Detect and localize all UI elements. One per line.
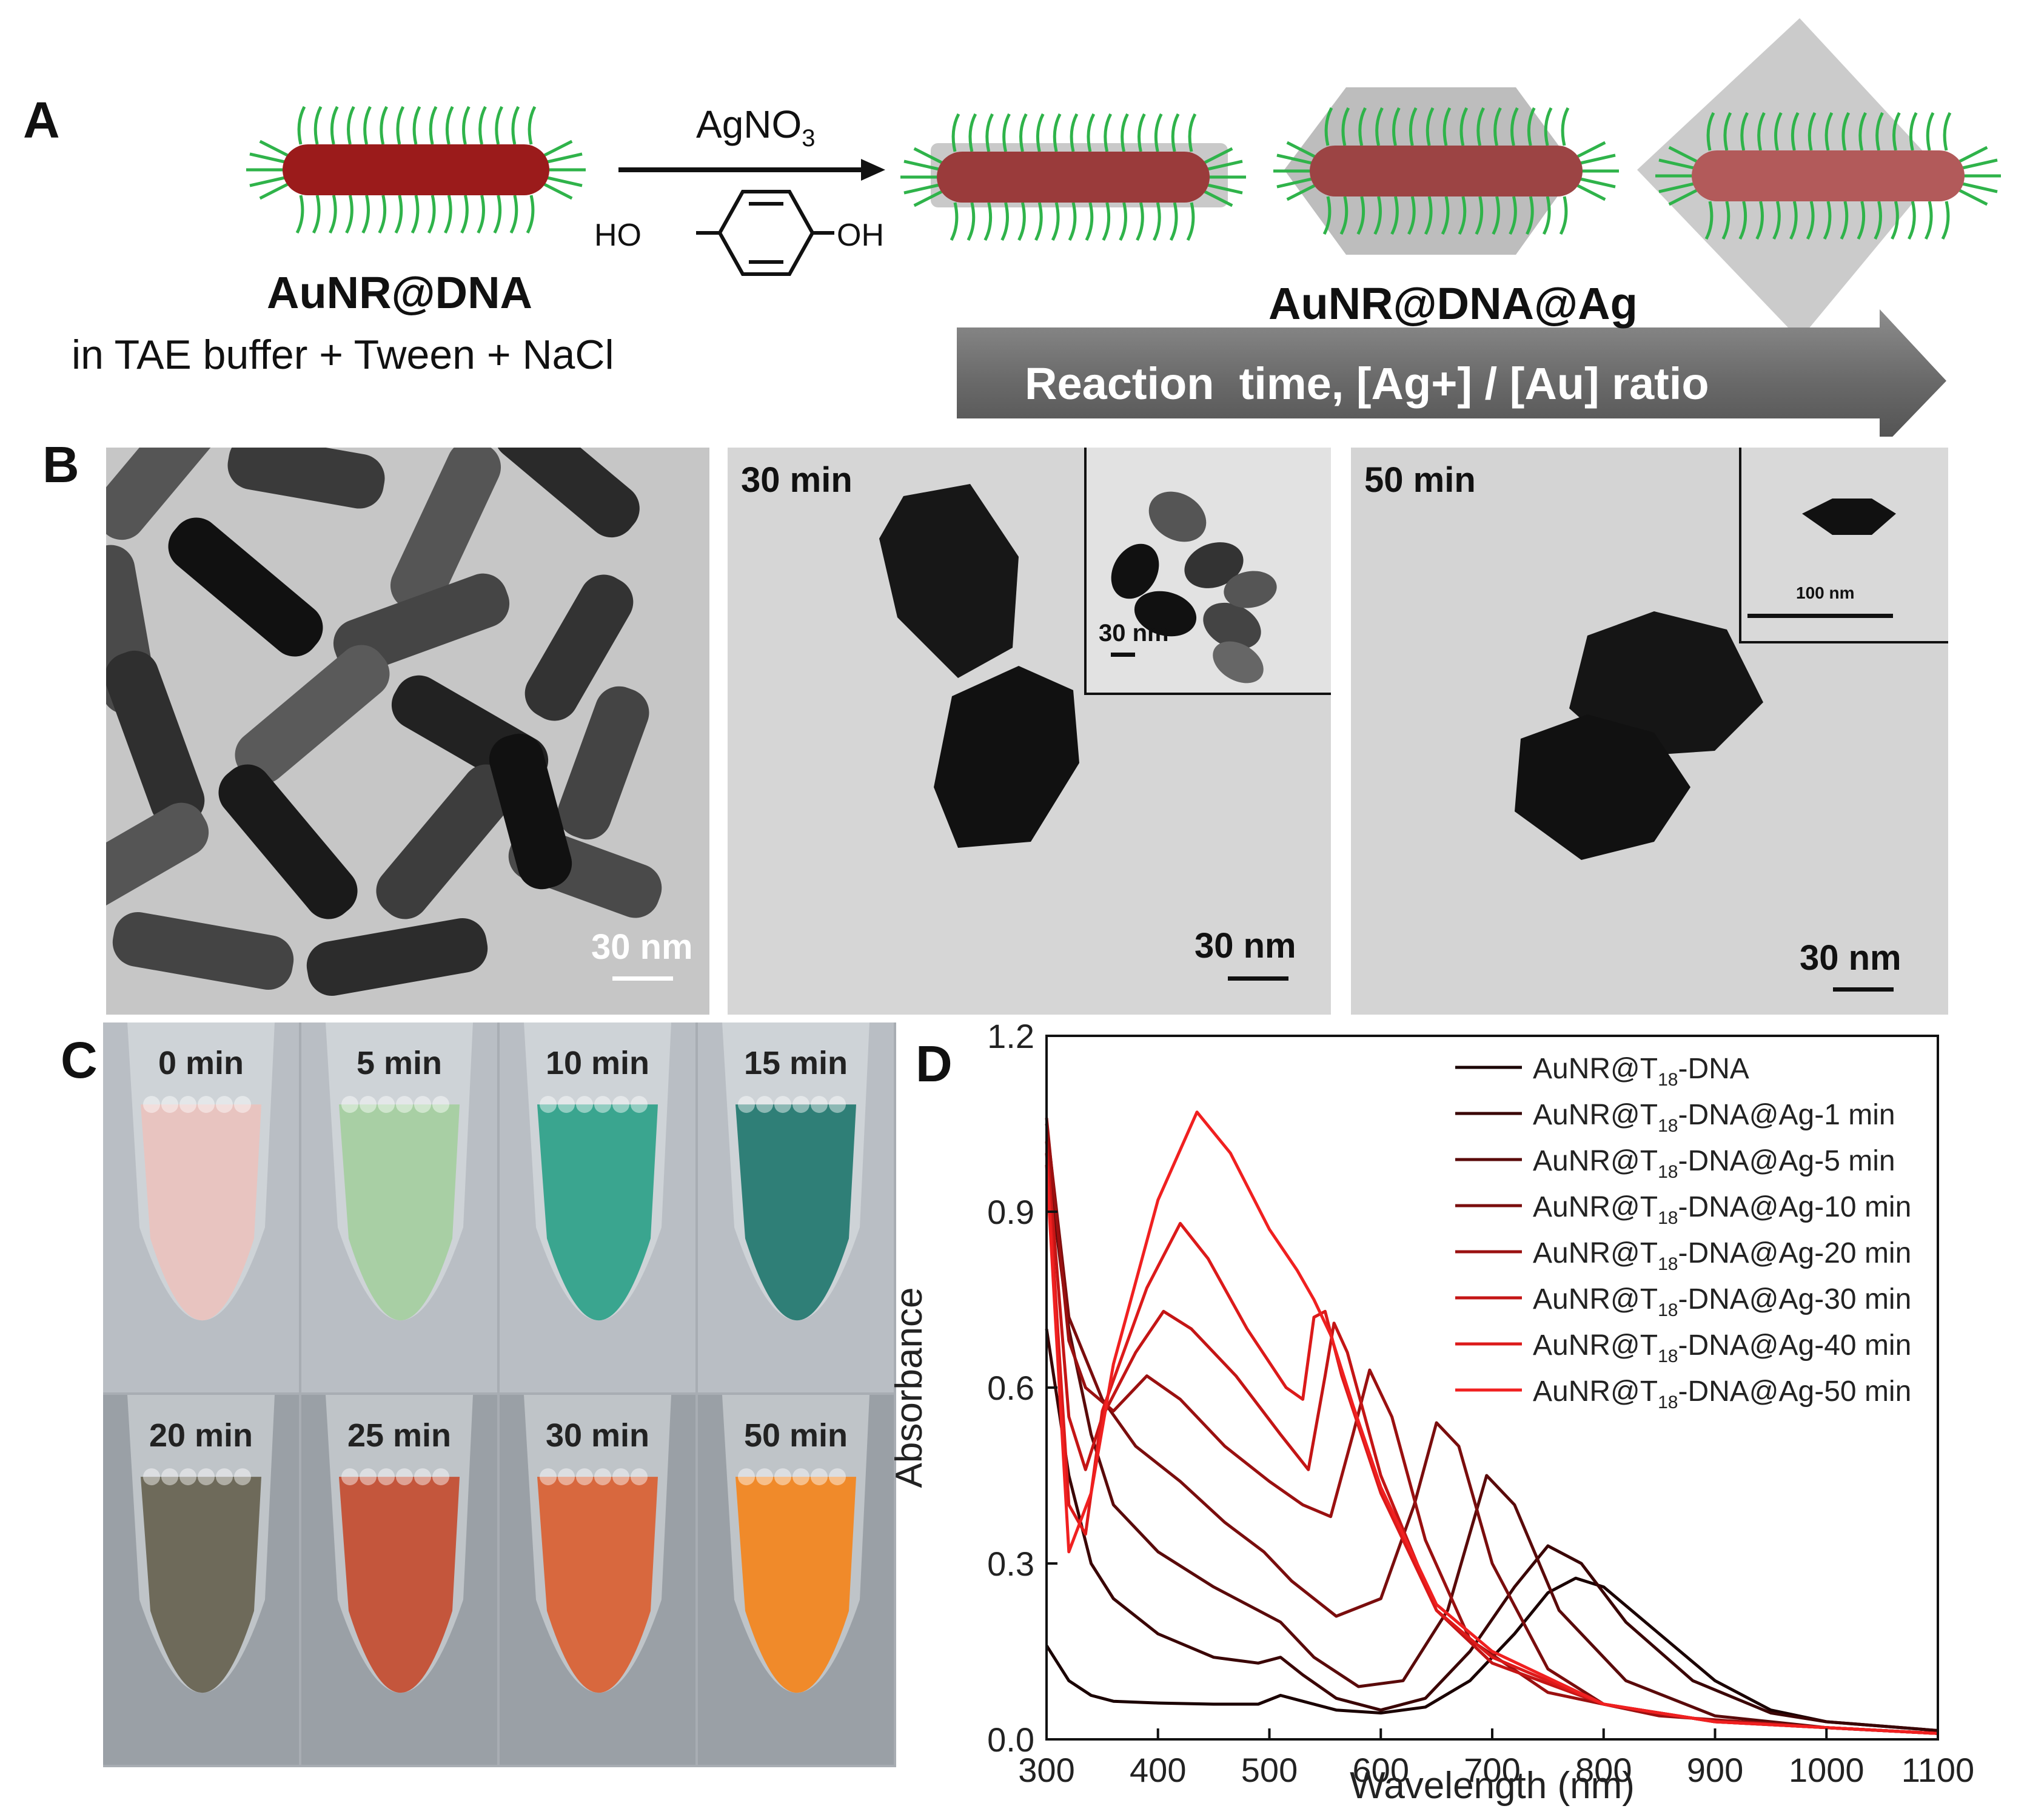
vial-drawing [722, 1022, 869, 1321]
vial-cell: 0 min [103, 1022, 299, 1392]
vial-cell: 30 min [500, 1395, 695, 1765]
hydroquinone-structure [696, 190, 834, 276]
gold-nanorod-1 [283, 144, 549, 195]
x-tick-label: 700 [1464, 1751, 1520, 1789]
legend-label: AuNR@T18-DNA@Ag-50 min [1533, 1375, 1911, 1412]
x-tick-label: 300 [1018, 1751, 1074, 1789]
series-line [1045, 1152, 1938, 1735]
x-tick-label: 1100 [1901, 1751, 1974, 1789]
dna-strands [246, 106, 2001, 241]
vial-cell: 15 min [698, 1022, 894, 1392]
y-axis-label: Absorbance [888, 1288, 930, 1488]
scale-label-2: 30 nm [1194, 926, 1296, 965]
absorbance-chart: 300 400 500 600 700 800 900 1000 1100 0.0 0.3 0.6 0.… [888, 1019, 1974, 1807]
progress-arrow-text: Reaction time, [Ag+] / [Au] ratio [1025, 358, 1709, 409]
inset-scale-label-50: 100 nm [1796, 583, 1855, 602]
series-line [1045, 1153, 1938, 1735]
vial-time-label: 0 min [158, 1045, 244, 1081]
inset-30min: 30 nm [1084, 448, 1331, 695]
vial-drawing [127, 1022, 275, 1321]
progress-arrow [957, 309, 1946, 437]
vial-cell: 10 min [500, 1022, 695, 1392]
vial-drawing [722, 1395, 869, 1693]
bipyramid-particles-30 [879, 484, 1079, 848]
y-tick-label: 0.6 [987, 1369, 1034, 1407]
vial-time-label: 30 min [545, 1417, 650, 1454]
series-line [1045, 1328, 1938, 1732]
legend-label: AuNR@T18-DNA@Ag-5 min [1533, 1145, 1895, 1182]
inset-scale-label-30: 30 nm [1099, 620, 1169, 646]
x-axis-label: Wavelength (nm) [1350, 1765, 1635, 1807]
vial-cell: 5 min [301, 1022, 497, 1392]
panel-label-a: A [23, 92, 60, 149]
bipyramid-particles-50 [1515, 611, 1763, 860]
scale-label-3: 30 nm [1800, 938, 1901, 978]
vial-drawing [127, 1395, 275, 1693]
time-label-50: 50 min [1364, 460, 1476, 500]
vial-cell: 20 min [103, 1395, 299, 1765]
vial-time-label: 10 min [545, 1045, 650, 1081]
legend-label: AuNR@T18-DNA@Ag-10 min [1533, 1191, 1911, 1228]
y-tick-label: 0.9 [987, 1193, 1034, 1231]
tem-image-50min: 50 min 100 nm 30 nm [1351, 448, 1948, 1015]
vial-time-label: 20 min [149, 1417, 253, 1454]
start-name: AuNR@DNA [267, 267, 533, 318]
x-tick-label: 800 [1575, 1751, 1632, 1789]
series-line [1045, 1110, 1938, 1735]
vial-time-label: 50 min [743, 1417, 848, 1454]
scale-bar-1 [612, 976, 673, 981]
inset-scale-bar-30 [1111, 653, 1135, 657]
time-label-30: 30 min [741, 460, 853, 500]
vial-time-label: 5 min [356, 1045, 443, 1081]
x-tick-label: 1000 [1789, 1751, 1865, 1789]
nanorod-field [106, 448, 662, 996]
scale-bar-3 [1833, 987, 1894, 992]
legend-label: AuNR@T18-DNA@Ag-1 min [1533, 1099, 1895, 1136]
vial-photo-grid: 0 min 5 min 10 min 15 min 20 min 25 min 30 min… [103, 1022, 896, 1767]
y-tick-label: 0.0 [987, 1721, 1034, 1759]
reagent-label: AgNO3 [696, 102, 816, 152]
y-tick-label: 1.2 [987, 1019, 1034, 1055]
x-tick-label: 500 [1241, 1751, 1298, 1789]
legend-label: AuNR@T18-DNA@Ag-20 min [1533, 1237, 1911, 1274]
vial-cell: 50 min [698, 1395, 894, 1765]
gold-nanorod-3 [1310, 146, 1583, 196]
inset-scale-bar-50 [1747, 614, 1893, 618]
tem-image-30min: 30 min 30 nm 30 nm [728, 448, 1331, 1015]
x-tick-label: 900 [1687, 1751, 1743, 1789]
vial-drawing [326, 1395, 473, 1693]
legend-label: AuNR@T18-DNA@Ag-30 min [1533, 1283, 1911, 1320]
reducer-left-label: HO [594, 218, 642, 253]
panel-label-b: B [42, 436, 79, 493]
inset-50min: 100 nm [1739, 448, 1948, 643]
vial-drawing [524, 1395, 671, 1693]
y-tick-label: 0.3 [987, 1545, 1034, 1583]
product-name: AuNR@DNA@Ag [1268, 278, 1638, 329]
tem-image-aunr: 30 nm [106, 448, 709, 1015]
scheme-a [246, 18, 2001, 437]
scale-label-1: 30 nm [591, 927, 693, 967]
series-line [1045, 1118, 1938, 1735]
legend-label: AuNR@T18-DNA@Ag-40 min [1533, 1329, 1911, 1366]
panel-label-c: C [61, 1032, 98, 1089]
panel-label-d: D [916, 1035, 953, 1092]
series-line [1045, 1576, 1938, 1732]
start-condition: in TAE buffer + Tween + NaCl [72, 332, 614, 378]
x-tick-label: 600 [1353, 1751, 1409, 1789]
reducer-right-label: OH [837, 218, 884, 253]
x-tick-label: 400 [1130, 1751, 1186, 1789]
scale-bar-2 [1228, 976, 1288, 981]
gold-nanorod-4 [1692, 150, 1965, 201]
vial-cell: 25 min [301, 1395, 497, 1765]
vial-time-label: 25 min [347, 1417, 452, 1454]
legend-label: AuNR@T18-DNA [1533, 1053, 1749, 1090]
vial-time-label: 15 min [743, 1045, 848, 1081]
gold-nanorod-2 [937, 152, 1210, 203]
vial-drawing [326, 1022, 473, 1321]
vial-drawing [524, 1022, 671, 1321]
